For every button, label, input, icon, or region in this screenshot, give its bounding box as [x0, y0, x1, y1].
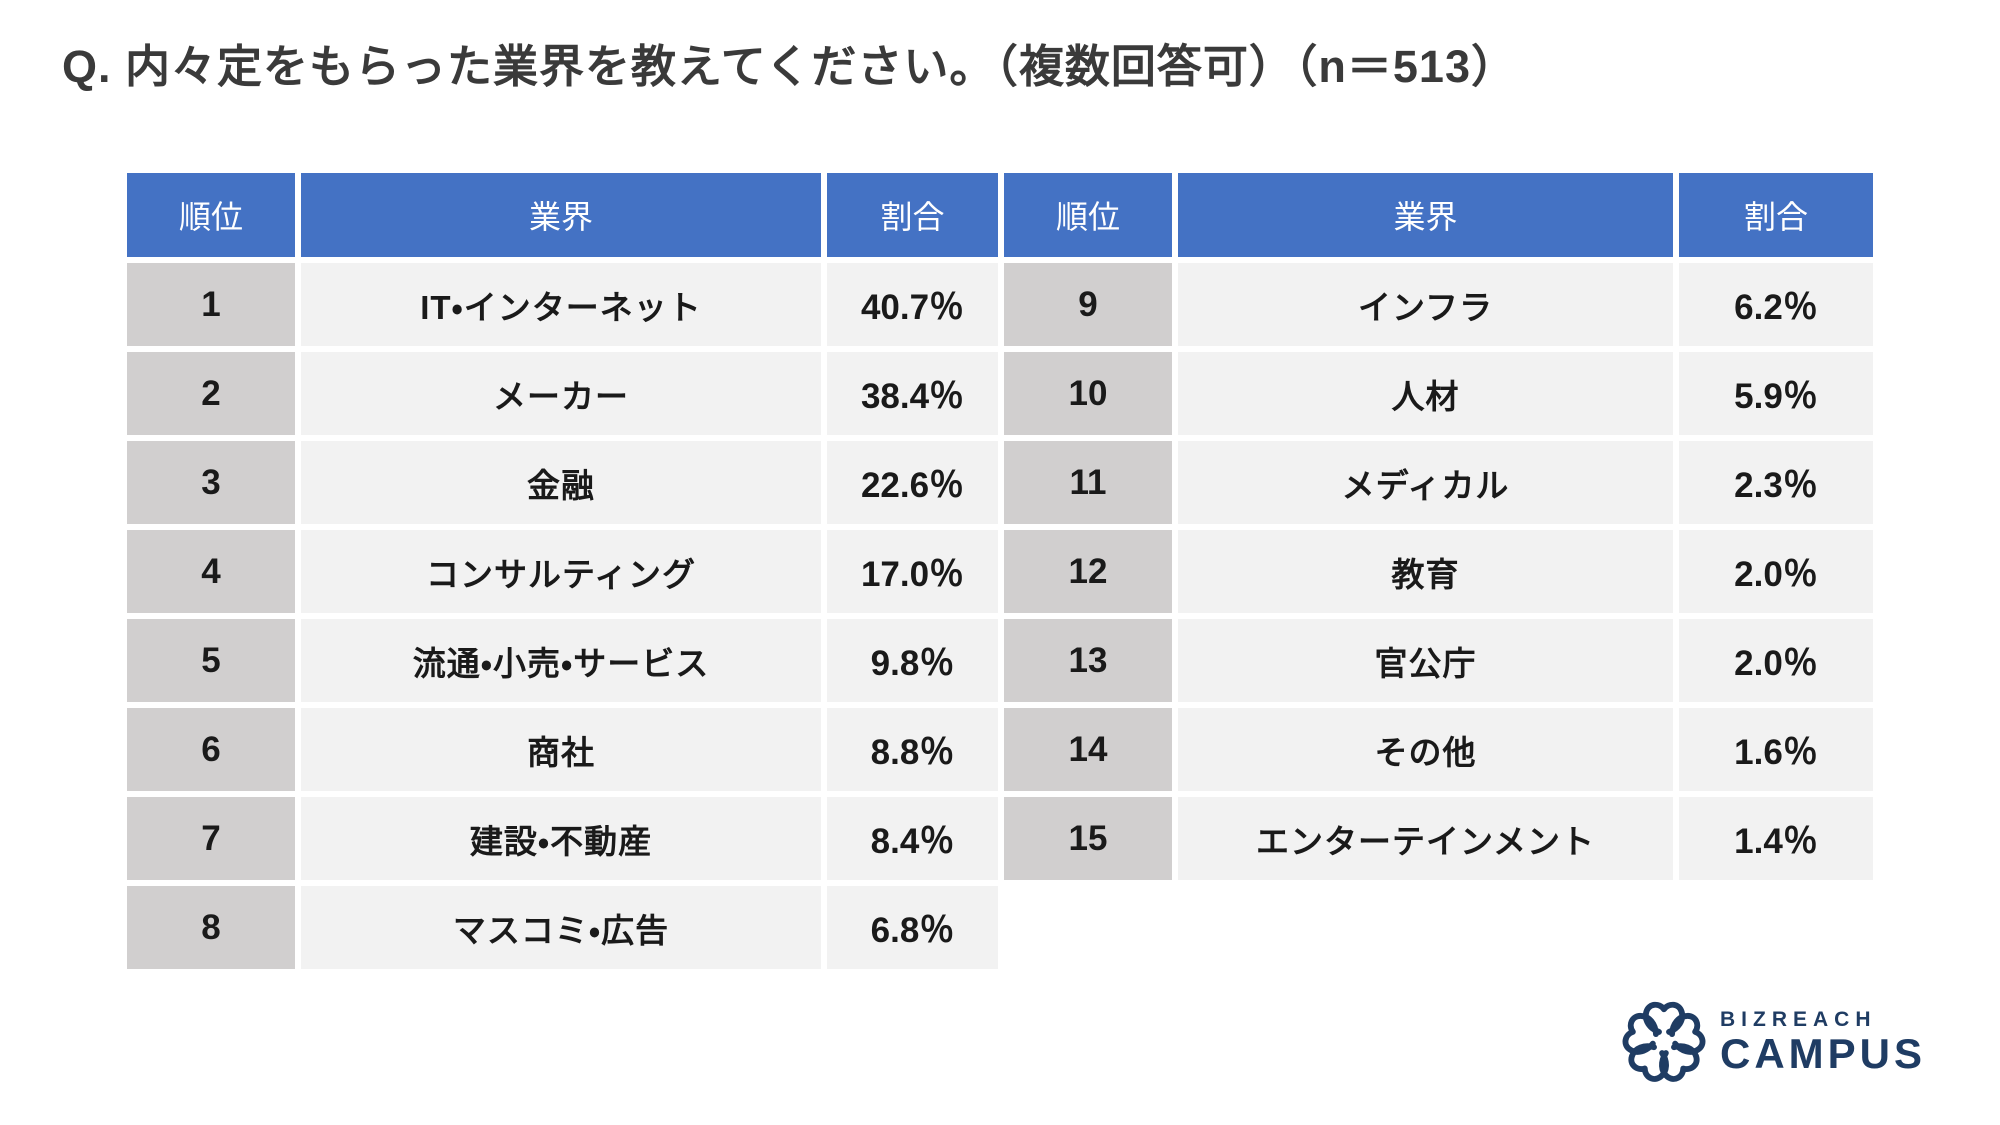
column-header-share: 割合	[1679, 173, 1873, 257]
industry-cell: 流通・小売・サービス	[301, 619, 821, 702]
rank-cell: 9	[1004, 263, 1172, 346]
share-cell: 6.8％	[827, 886, 998, 969]
logo-product-text: CAMPUS	[1720, 1029, 1927, 1077]
share-cell: 2.3％	[1679, 441, 1873, 524]
share-cell: 1.4％	[1679, 797, 1873, 880]
rank-cell: 12	[1004, 530, 1172, 613]
share-cell: 38.4％	[827, 352, 998, 435]
rank-cell: 10	[1004, 352, 1172, 435]
industry-cell: その他	[1178, 708, 1673, 791]
column-header-industry: 業界	[1178, 173, 1673, 257]
rank-cell: 13	[1004, 619, 1172, 702]
rank-cell: 11	[1004, 441, 1172, 524]
rank-cell: 15	[1004, 797, 1172, 880]
share-cell: 8.8％	[827, 708, 998, 791]
logo-brand-text: BIZREACH	[1720, 1008, 1877, 1032]
column-header-industry: 業界	[301, 173, 821, 257]
share-cell: 8.4％	[827, 797, 998, 880]
ranking-table-right: 順位 業界 割合 9 インフラ 6.2％ 10 人材 5.9％ 11 メディカル…	[1004, 173, 1873, 880]
share-cell: 1.6％	[1679, 708, 1873, 791]
rank-cell: 3	[127, 441, 295, 524]
rank-cell: 1	[127, 263, 295, 346]
share-cell: 6.2％	[1679, 263, 1873, 346]
rank-cell: 8	[127, 886, 295, 969]
industry-cell: 商社	[301, 708, 821, 791]
share-cell: 5.9％	[1679, 352, 1873, 435]
column-header-rank: 順位	[1004, 173, 1172, 257]
share-cell: 22.6％	[827, 441, 998, 524]
industry-cell: エンターテインメント	[1178, 797, 1673, 880]
results-tables: 順位 業界 割合 1 IT・インターネット 40.7％ 2 メーカー 38.4％…	[127, 173, 1873, 969]
share-cell: 9.8％	[827, 619, 998, 702]
rank-cell: 2	[127, 352, 295, 435]
rank-cell: 14	[1004, 708, 1172, 791]
share-cell: 2.0％	[1679, 619, 1873, 702]
industry-cell: インフラ	[1178, 263, 1673, 346]
column-header-rank: 順位	[127, 173, 295, 257]
rank-cell: 5	[127, 619, 295, 702]
bizreach-campus-logo: BIZREACH CAMPUS	[1622, 998, 1926, 1086]
industry-cell: コンサルティング	[301, 530, 821, 613]
share-cell: 2.0％	[1679, 530, 1873, 613]
share-cell: 17.0％	[827, 530, 998, 613]
industry-cell: メーカー	[301, 352, 821, 435]
share-cell: 40.7％	[827, 263, 998, 346]
industry-cell: 建設・不動産	[301, 797, 821, 880]
industry-cell: メディカル	[1178, 441, 1673, 524]
industry-cell: 人材	[1178, 352, 1673, 435]
industry-cell: 官公庁	[1178, 619, 1673, 702]
ranking-table-left: 順位 業界 割合 1 IT・インターネット 40.7％ 2 メーカー 38.4％…	[127, 173, 998, 969]
column-header-share: 割合	[827, 173, 998, 257]
industry-cell: マスコミ・広告	[301, 886, 821, 969]
industry-cell: IT・インターネット	[301, 263, 821, 346]
rank-cell: 6	[127, 708, 295, 791]
rank-cell: 4	[127, 530, 295, 613]
page-title: Q. 内々定をもらった業界を教えてください。（複数回答可）（n＝513）	[62, 41, 1517, 92]
industry-cell: 金融	[301, 441, 821, 524]
industry-cell: 教育	[1178, 530, 1673, 613]
logo-wordmark: BIZREACH CAMPUS	[1720, 1008, 1926, 1075]
sakura-flower-icon	[1622, 1001, 1706, 1082]
rank-cell: 7	[127, 797, 295, 880]
